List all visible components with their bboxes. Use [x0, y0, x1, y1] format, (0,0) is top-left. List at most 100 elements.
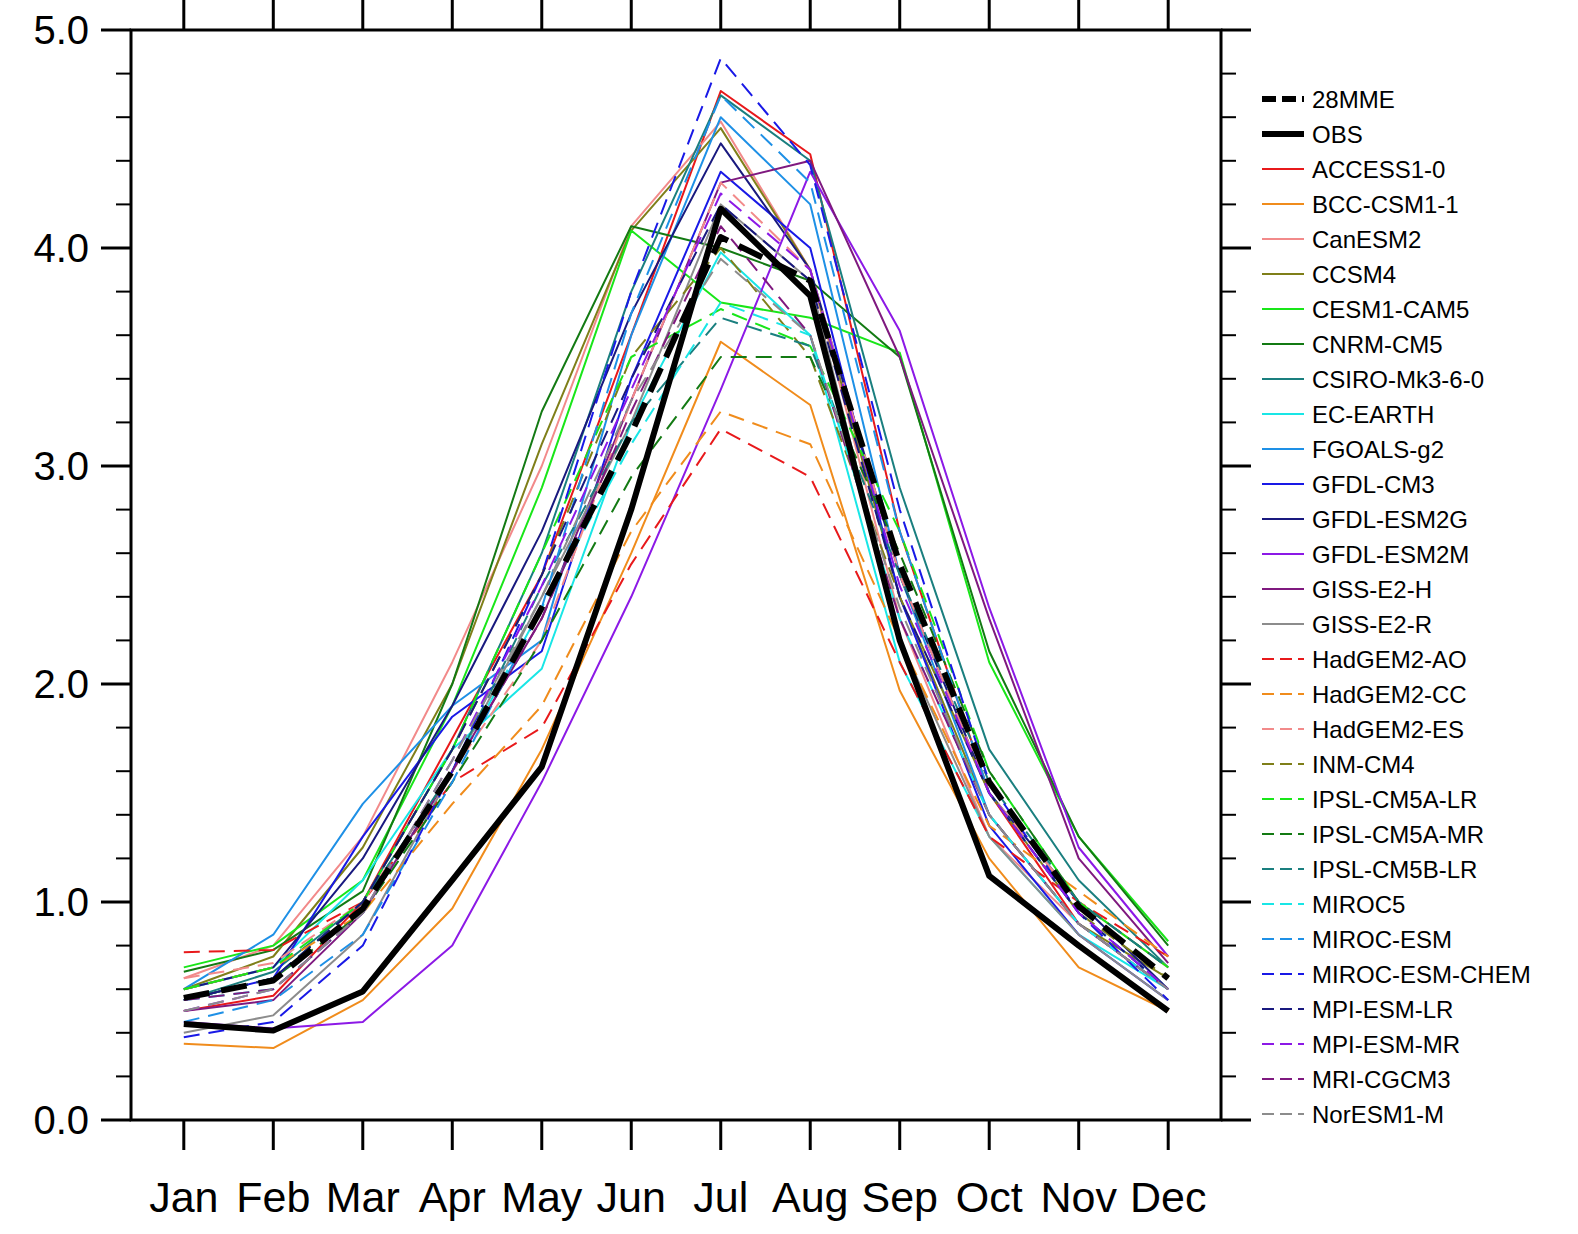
x-tick	[719, 1120, 722, 1150]
legend-line	[1262, 1113, 1304, 1115]
y-tick-right	[1221, 1119, 1251, 1122]
y-tick	[101, 29, 131, 32]
y-minor-tick	[116, 988, 131, 990]
legend-line	[1262, 273, 1304, 275]
legend-label: IPSL-CM5A-MR	[1312, 821, 1484, 848]
y-minor-tick-right	[1221, 334, 1236, 336]
legend-label: ACCESS1-0	[1312, 156, 1445, 183]
y-minor-tick-right	[1221, 770, 1236, 772]
y-minor-tick	[116, 639, 131, 641]
y-minor-tick	[116, 1032, 131, 1034]
series-line	[184, 143, 1168, 989]
legend-line	[1262, 448, 1304, 450]
y-tick	[101, 1119, 131, 1122]
y-tick-right	[1221, 683, 1251, 686]
legend-line	[1262, 96, 1304, 102]
y-minor-tick-right	[1221, 857, 1236, 859]
series-line	[184, 122, 1168, 990]
x-tick	[1167, 1120, 1170, 1150]
legend-line	[1262, 413, 1304, 415]
y-minor-tick	[116, 770, 131, 772]
x-tick-top	[719, 0, 722, 30]
series-line	[184, 429, 1168, 957]
series-line	[184, 58, 1168, 1037]
x-tick-top	[182, 0, 185, 30]
y-minor-tick-right	[1221, 552, 1236, 554]
x-tick-top	[898, 0, 901, 30]
legend-label: GISS-E2-R	[1312, 611, 1432, 638]
y-minor-tick-right	[1221, 1075, 1236, 1077]
x-tick	[988, 1120, 991, 1150]
y-minor-tick-right	[1221, 116, 1236, 118]
legend-line	[1262, 903, 1304, 905]
legend-line	[1262, 763, 1304, 765]
legend-label: NorESM1-M	[1312, 1101, 1444, 1128]
legend-line	[1262, 938, 1304, 940]
y-tick-label: 2.0	[33, 662, 89, 706]
y-tick-right	[1221, 901, 1251, 904]
legend-label: MIROC5	[1312, 891, 1405, 918]
y-minor-tick	[116, 73, 131, 75]
y-minor-tick	[116, 596, 131, 598]
x-tick-label: Oct	[956, 1173, 1023, 1221]
legend-line	[1262, 483, 1304, 485]
x-tick-label: May	[501, 1173, 583, 1221]
y-minor-tick	[116, 116, 131, 118]
y-minor-tick-right	[1221, 73, 1236, 75]
legend-label: MIROC-ESM	[1312, 926, 1452, 953]
x-tick-top	[272, 0, 275, 30]
legend-label: CNRM-CM5	[1312, 331, 1443, 358]
y-minor-tick	[116, 727, 131, 729]
chart: 0.01.02.03.04.05.0JanFebMarAprMayJunJulA…	[0, 0, 1578, 1234]
x-tick	[451, 1120, 454, 1150]
legend-label: CanESM2	[1312, 226, 1421, 253]
y-minor-tick-right	[1221, 203, 1236, 205]
y-tick-label: 1.0	[33, 880, 89, 924]
y-minor-tick-right	[1221, 291, 1236, 293]
y-minor-tick	[116, 814, 131, 816]
legend-label: GISS-E2-H	[1312, 576, 1432, 603]
legend-line	[1262, 798, 1304, 800]
x-tick-top	[1167, 0, 1170, 30]
legend-line	[1262, 868, 1304, 870]
series-line	[184, 161, 1168, 1011]
legend-line	[1262, 1008, 1304, 1010]
y-minor-tick	[116, 509, 131, 511]
y-tick	[101, 247, 131, 250]
y-minor-tick-right	[1221, 945, 1236, 947]
series-line	[184, 95, 1168, 1000]
legend-line	[1262, 623, 1304, 625]
legend-line	[1262, 658, 1304, 660]
series-line	[184, 91, 1168, 1011]
x-tick	[630, 1120, 633, 1150]
series-line	[184, 204, 1168, 1032]
legend-line	[1262, 168, 1304, 170]
legend-line	[1262, 518, 1304, 520]
legend-label: MIROC-ESM-CHEM	[1312, 961, 1531, 988]
legend-label: EC-EARTH	[1312, 401, 1434, 428]
legend-label: GFDL-CM3	[1312, 471, 1435, 498]
legend-label: BCC-CSM1-1	[1312, 191, 1459, 218]
x-tick-label: Apr	[419, 1173, 486, 1221]
y-tick-right	[1221, 247, 1251, 250]
y-tick-label: 5.0	[33, 8, 89, 52]
y-minor-tick-right	[1221, 727, 1236, 729]
x-tick-label: Nov	[1040, 1173, 1117, 1221]
legend-label: CSIRO-Mk3-6-0	[1312, 366, 1484, 393]
legend-label: HadGEM2-CC	[1312, 681, 1467, 708]
x-tick	[809, 1120, 812, 1150]
legend-line	[1262, 238, 1304, 240]
legend-line	[1262, 378, 1304, 380]
y-minor-tick-right	[1221, 596, 1236, 598]
y-minor-tick-right	[1221, 1032, 1236, 1034]
x-tick	[182, 1120, 185, 1150]
y-minor-tick-right	[1221, 639, 1236, 641]
legend-label: MRI-CGCM3	[1312, 1066, 1451, 1093]
legend-label: IPSL-CM5B-LR	[1312, 856, 1477, 883]
legend-label: HadGEM2-AO	[1312, 646, 1467, 673]
y-minor-tick	[116, 945, 131, 947]
x-tick	[898, 1120, 901, 1150]
y-minor-tick	[116, 291, 131, 293]
y-tick	[101, 465, 131, 468]
legend-line	[1262, 343, 1304, 345]
